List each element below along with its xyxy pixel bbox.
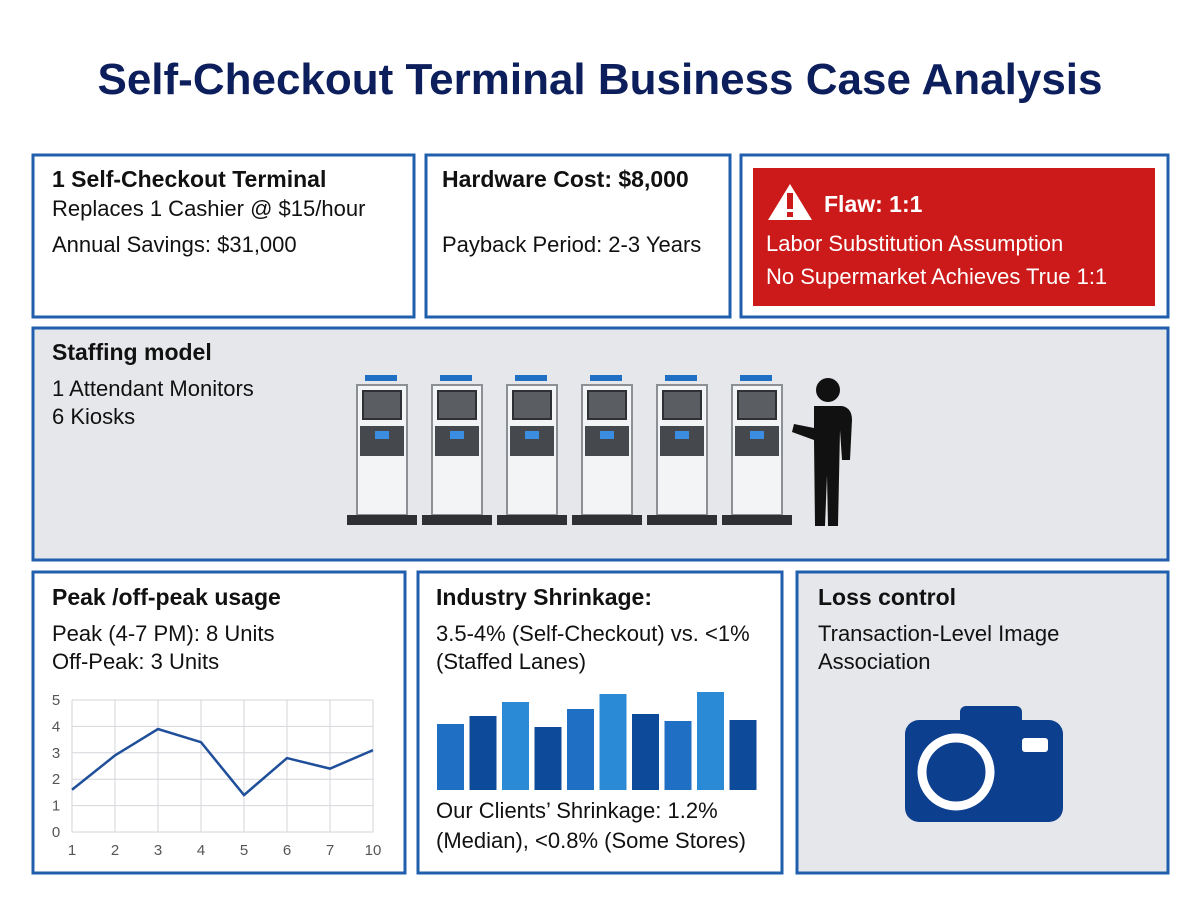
- x-tick-label: 10: [365, 842, 382, 859]
- kiosk-screen: [512, 390, 552, 420]
- card-text: Replaces 1 Cashier @ $15/hour: [52, 196, 365, 221]
- kiosk-panel: [435, 426, 479, 456]
- kiosk-light: [665, 375, 697, 381]
- bar: [697, 692, 724, 790]
- kiosk-button: [600, 431, 614, 439]
- y-tick-label: 2: [52, 771, 60, 788]
- card-heading: Hardware Cost: $8,000: [442, 166, 689, 192]
- kiosk-light: [590, 375, 622, 381]
- x-tick-label: 1: [68, 842, 76, 859]
- kiosk-screen: [437, 390, 477, 420]
- attendant-icon: [792, 378, 852, 526]
- card-text: Labor Substitution Assumption: [766, 231, 1063, 256]
- panel-text: (Median), <0.8% (Some Stores): [436, 828, 746, 853]
- card-text: Annual Savings: $31,000: [52, 232, 297, 257]
- attendant-body: [792, 406, 852, 526]
- title: Self-Checkout Terminal Business Case Ana…: [97, 55, 1102, 104]
- bar: [437, 724, 464, 790]
- bar: [469, 716, 497, 790]
- panel-heading: Industry Shrinkage:: [436, 584, 652, 610]
- panel-text: 6 Kiosks: [52, 404, 135, 429]
- card: [31, 153, 416, 319]
- bar: [664, 721, 692, 790]
- bar: [502, 702, 529, 790]
- y-tick-label: 3: [52, 745, 60, 762]
- kiosk-base: [347, 515, 417, 525]
- x-tick-label: 4: [197, 842, 205, 859]
- kiosk-button: [675, 431, 689, 439]
- bar: [729, 720, 757, 790]
- warning-box: [753, 168, 1155, 306]
- kiosk-light: [515, 375, 547, 381]
- panel-heading: Staffing model: [52, 339, 212, 365]
- camera-lens: [917, 733, 995, 811]
- kiosk-light: [440, 375, 472, 381]
- kiosk-button: [525, 431, 539, 439]
- kiosk-panel: [360, 426, 404, 456]
- kiosk-base: [572, 515, 642, 525]
- warning-icon: [787, 193, 793, 209]
- panel-text: 1 Attendant Monitors: [52, 376, 254, 401]
- panel-text: Our Clients’ Shrinkage: 1.2%: [436, 798, 718, 823]
- y-tick-label: 0: [52, 824, 60, 841]
- kiosk-base: [497, 515, 567, 525]
- bar: [534, 727, 562, 790]
- usage-line: [71, 727, 374, 797]
- kiosk-panel: [585, 426, 629, 456]
- card-text: Payback Period: 2-3 Years: [442, 232, 701, 257]
- kiosk-button: [375, 431, 389, 439]
- kiosk-base: [422, 515, 492, 525]
- panel-text: Peak (4-7 PM): 8 Units: [52, 621, 275, 646]
- camera-flash: [1022, 738, 1048, 752]
- kiosk-button: [750, 431, 764, 439]
- panel-text: Association: [818, 649, 931, 674]
- x-tick-label: 2: [111, 842, 119, 859]
- kiosk-panel: [660, 426, 704, 456]
- bar: [632, 714, 659, 790]
- x-tick-label: 7: [326, 842, 334, 859]
- usage-panel: [31, 570, 407, 875]
- kiosk-screen: [737, 390, 777, 420]
- kiosk-base: [722, 515, 792, 525]
- bar: [567, 709, 594, 790]
- panel-text: (Staffed Lanes): [436, 649, 586, 674]
- panel-heading: Loss control: [818, 584, 956, 610]
- card-text: No Supermarket Achieves True 1:1: [766, 264, 1107, 289]
- x-tick-label: 6: [283, 842, 291, 859]
- warning-icon: [787, 212, 793, 217]
- camera-icon: [905, 706, 1063, 822]
- card: [424, 153, 732, 319]
- x-tick-label: 3: [154, 842, 162, 859]
- kiosk-panel: [735, 426, 779, 456]
- card-heading: Flaw: 1:1: [824, 191, 923, 217]
- camera-body: [905, 720, 1063, 822]
- card-heading: 1 Self-Checkout Terminal: [52, 166, 326, 192]
- panel-heading: Peak /off-peak usage: [52, 584, 281, 610]
- y-tick-label: 5: [52, 692, 60, 709]
- attendant-head: [816, 378, 840, 402]
- y-tick-label: 4: [52, 718, 60, 735]
- kiosk-screen: [662, 390, 702, 420]
- kiosk-base: [647, 515, 717, 525]
- kiosk-light: [365, 375, 397, 381]
- panel-text: 3.5-4% (Self-Checkout) vs. <1%: [436, 621, 750, 646]
- kiosks: [347, 375, 792, 525]
- y-tick-label: 1: [52, 798, 60, 815]
- kiosk-screen: [362, 390, 402, 420]
- kiosk-button: [450, 431, 464, 439]
- kiosk-screen: [587, 390, 627, 420]
- bar: [599, 694, 627, 790]
- kiosk-panel: [510, 426, 554, 456]
- panel-text: Off-Peak: 3 Units: [52, 649, 219, 674]
- panel-text: Transaction-Level Image: [818, 621, 1059, 646]
- kiosk-light: [740, 375, 772, 381]
- x-tick-label: 5: [240, 842, 248, 859]
